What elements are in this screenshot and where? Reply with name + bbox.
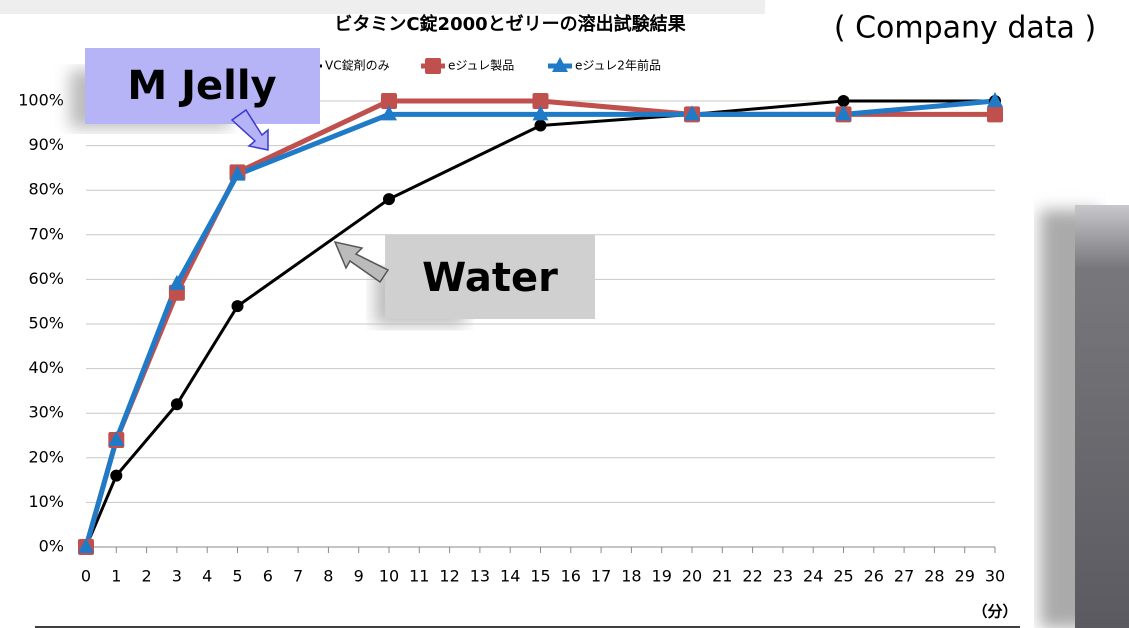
y-tick-label: 40% xyxy=(28,358,64,377)
y-tick-label: 0% xyxy=(39,537,64,556)
data-point xyxy=(108,430,125,446)
annotation-text: Water xyxy=(422,255,558,301)
x-tick-label: 17 xyxy=(591,567,611,586)
data-point xyxy=(534,119,547,132)
chart-title: ビタミンC錠2000とゼリーの溶出試験結果 xyxy=(334,13,686,35)
annotation-text: M Jelly xyxy=(127,63,276,109)
data-point xyxy=(383,193,395,206)
x-tick-label: 10 xyxy=(379,567,399,586)
x-tick-label: 13 xyxy=(470,567,490,586)
y-tick-label: 100% xyxy=(18,91,64,110)
x-tick-label: 0 xyxy=(81,567,91,586)
y-tick-label: 30% xyxy=(28,403,64,422)
x-tick-label: 25 xyxy=(833,567,853,586)
y-tick-label: 10% xyxy=(28,492,64,511)
x-axis-label: （分） xyxy=(972,603,1017,621)
data-point xyxy=(835,105,852,121)
x-tick-label: 8 xyxy=(323,567,333,586)
x-tick-label: 23 xyxy=(773,567,793,586)
legend-marker xyxy=(425,58,441,74)
data-point xyxy=(532,93,549,109)
data-point xyxy=(987,106,1003,123)
data-point xyxy=(229,165,246,181)
y-tick-label: 90% xyxy=(28,135,64,154)
x-tick-label: 12 xyxy=(439,567,459,586)
annotation-box xyxy=(385,235,595,319)
y-tick-label: 50% xyxy=(28,314,64,333)
x-tick-label: 29 xyxy=(955,567,975,586)
x-tick-label: 18 xyxy=(621,567,641,586)
data-point xyxy=(987,92,1003,107)
x-tick-label: 16 xyxy=(561,567,581,586)
x-tick-label: 5 xyxy=(232,567,242,586)
data-point xyxy=(170,398,183,411)
y-tick-label: 70% xyxy=(28,224,64,243)
x-tick-label: 2 xyxy=(142,567,152,586)
legend-marker xyxy=(552,57,568,72)
photo xyxy=(1075,205,1129,628)
annotation-arrow xyxy=(230,108,269,151)
x-tick-label: 4 xyxy=(202,567,212,586)
y-tick-label: 60% xyxy=(28,269,64,288)
x-tick-label: 22 xyxy=(742,567,762,586)
y-tick-label: 80% xyxy=(28,180,64,199)
x-tick-label: 19 xyxy=(652,567,672,586)
data-point xyxy=(168,274,185,290)
source-note: ( Company data ) xyxy=(834,11,1096,46)
x-tick-label: 24 xyxy=(803,567,823,586)
annotation-box xyxy=(85,48,320,124)
x-tick-label: 3 xyxy=(172,567,182,586)
annotation-water: Water xyxy=(333,235,595,325)
x-tick-label: 9 xyxy=(354,567,364,586)
x-tick-label: 7 xyxy=(293,567,303,586)
data-point xyxy=(381,93,397,109)
annotation-jelly: M Jelly xyxy=(70,48,320,151)
data-point xyxy=(78,538,94,553)
legend-label: eジュレ製品 xyxy=(448,59,514,73)
annotation-arrow xyxy=(333,240,390,284)
data-point xyxy=(381,105,397,121)
data-point xyxy=(837,95,850,107)
x-tick-label: 27 xyxy=(894,567,914,586)
x-tick-label: 1 xyxy=(111,567,121,586)
data-point xyxy=(684,105,700,121)
top-band xyxy=(0,0,765,14)
y-tick-label: 20% xyxy=(28,447,64,466)
x-tick-label: 28 xyxy=(924,567,944,586)
data-point xyxy=(532,105,549,121)
x-tick-label: 6 xyxy=(263,567,273,586)
data-point xyxy=(110,469,123,482)
x-tick-label: 20 xyxy=(682,567,702,586)
x-tick-label: 15 xyxy=(530,567,550,586)
plot: 0%10%20%30%40%50%60%70%80%90%100%0 1 2 3 4 5 6… xyxy=(18,57,1005,586)
x-tick-label: 11 xyxy=(409,567,429,586)
data-point xyxy=(231,300,244,313)
legend-label: eジュレ2年前品 xyxy=(575,58,661,73)
x-tick-label: 14 xyxy=(500,567,520,586)
x-tick-label: 30 xyxy=(985,567,1005,586)
legend-label: VC錠剤のみ xyxy=(325,58,390,73)
x-tick-label: 21 xyxy=(712,567,732,586)
x-tick-label: 26 xyxy=(864,567,884,586)
